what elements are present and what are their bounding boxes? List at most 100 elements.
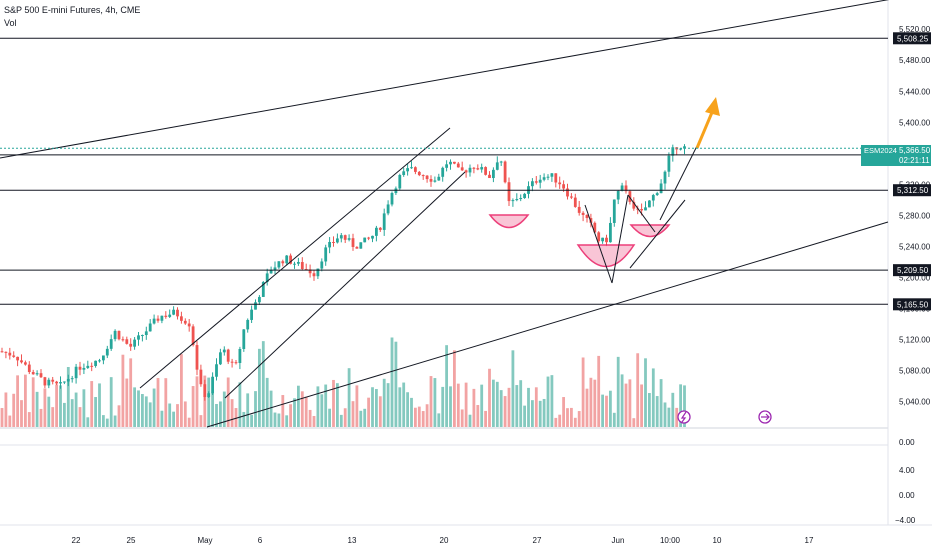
volume-bar <box>94 397 97 427</box>
price-tick: 5,240.00 <box>899 242 931 251</box>
candle-body <box>230 361 234 363</box>
volume-bar <box>542 398 546 427</box>
volume-bar <box>320 394 324 427</box>
candle-body <box>137 335 140 340</box>
candle-body <box>495 162 499 170</box>
price-axis[interactable]: 5,520.005,480.005,440.005,400.005,360.00… <box>899 25 931 407</box>
volume-bar <box>437 413 441 427</box>
volume-bar <box>328 408 331 427</box>
candle-body <box>129 343 133 347</box>
candle-body <box>347 238 351 240</box>
price-tick: 5,200.00 <box>899 274 931 283</box>
volume-bar <box>402 382 406 427</box>
volume-bar <box>24 374 27 427</box>
volume-bar <box>386 383 390 427</box>
volume-bar <box>410 397 413 427</box>
candle-body <box>47 379 51 386</box>
volume-bar <box>390 337 394 427</box>
volume-bar <box>105 418 109 427</box>
volume-bar <box>261 341 265 427</box>
candle-body <box>519 197 523 200</box>
volume-bar <box>425 404 429 427</box>
candle-body <box>589 218 593 223</box>
candle-body <box>238 349 242 363</box>
volume-bar <box>554 417 558 427</box>
candle-body <box>308 269 312 274</box>
volume-bar <box>453 350 456 427</box>
volume-bar <box>570 407 573 427</box>
candle-body <box>320 261 324 269</box>
candle-body <box>20 360 23 363</box>
volume-bar <box>363 408 367 427</box>
volume-bar <box>211 392 214 427</box>
candle-body <box>573 197 577 207</box>
candle-body <box>577 206 581 213</box>
volume-bar <box>141 394 144 427</box>
candle-body <box>562 184 565 189</box>
volume-bar <box>507 387 511 427</box>
time-axis[interactable]: 22 25 May 6 13 20 27 Jun 10:00 10 17 <box>72 536 814 545</box>
pattern-markers <box>488 214 671 268</box>
volume-bar <box>191 386 195 427</box>
volume-bar <box>308 409 312 427</box>
volume-bar <box>538 400 542 427</box>
volume-label[interactable]: Vol <box>4 18 17 28</box>
candle-body <box>273 267 277 271</box>
volume-bar <box>219 401 222 427</box>
chart-title[interactable]: S&P 500 E-mini Futures, 4h, CME <box>4 5 141 15</box>
candle-body <box>148 323 152 332</box>
candle-body <box>219 352 222 365</box>
volume-bar <box>332 379 335 427</box>
candle-body <box>70 378 74 380</box>
candle-body <box>316 268 320 277</box>
candle-body <box>417 171 421 176</box>
candle-body <box>336 238 339 243</box>
candle-body <box>66 378 70 382</box>
volume-bar <box>433 378 437 427</box>
volume-bar <box>371 387 374 427</box>
volume-bar <box>265 377 269 427</box>
candle-body <box>105 348 109 356</box>
volume-bar <box>70 399 74 427</box>
volume-bar <box>293 398 296 427</box>
volume-bar <box>585 388 589 427</box>
volume-bar <box>234 408 238 427</box>
volume-bar <box>683 385 686 427</box>
volume-bar <box>300 391 304 427</box>
candle-body <box>597 232 601 242</box>
candle-body <box>488 174 491 179</box>
candle-body <box>437 176 441 181</box>
candle-body <box>51 379 55 382</box>
candle-body <box>429 179 433 182</box>
last-price: 5,366.50 <box>899 146 931 155</box>
volume-bar <box>511 350 515 427</box>
upper-channel-line <box>0 0 890 159</box>
candle-body <box>390 193 394 205</box>
candle-body <box>191 326 195 346</box>
candle-body <box>554 173 558 183</box>
volume-bar <box>406 392 409 427</box>
volume-bar <box>620 374 624 427</box>
price-tick: 5,520.00 <box>899 25 931 34</box>
volume-bar <box>281 395 285 427</box>
dividend-event-icon[interactable] <box>677 410 691 424</box>
volume-bar <box>148 402 152 427</box>
price-tick: 5,080.00 <box>899 367 931 376</box>
time-label: 10 <box>713 536 722 545</box>
volume-bar <box>312 415 316 427</box>
volume-bar <box>648 393 651 427</box>
candle-body <box>624 185 628 192</box>
volume-bar <box>460 409 464 427</box>
neckline-left <box>584 204 613 284</box>
candle-body <box>207 393 211 398</box>
time-label: 17 <box>805 536 814 545</box>
candle-body <box>160 315 164 321</box>
candle-body <box>222 349 226 353</box>
candle-body <box>164 315 168 317</box>
candle-body <box>125 339 129 344</box>
volume-bar <box>285 415 289 427</box>
candle-body <box>632 201 636 209</box>
volume-bar <box>297 385 300 427</box>
